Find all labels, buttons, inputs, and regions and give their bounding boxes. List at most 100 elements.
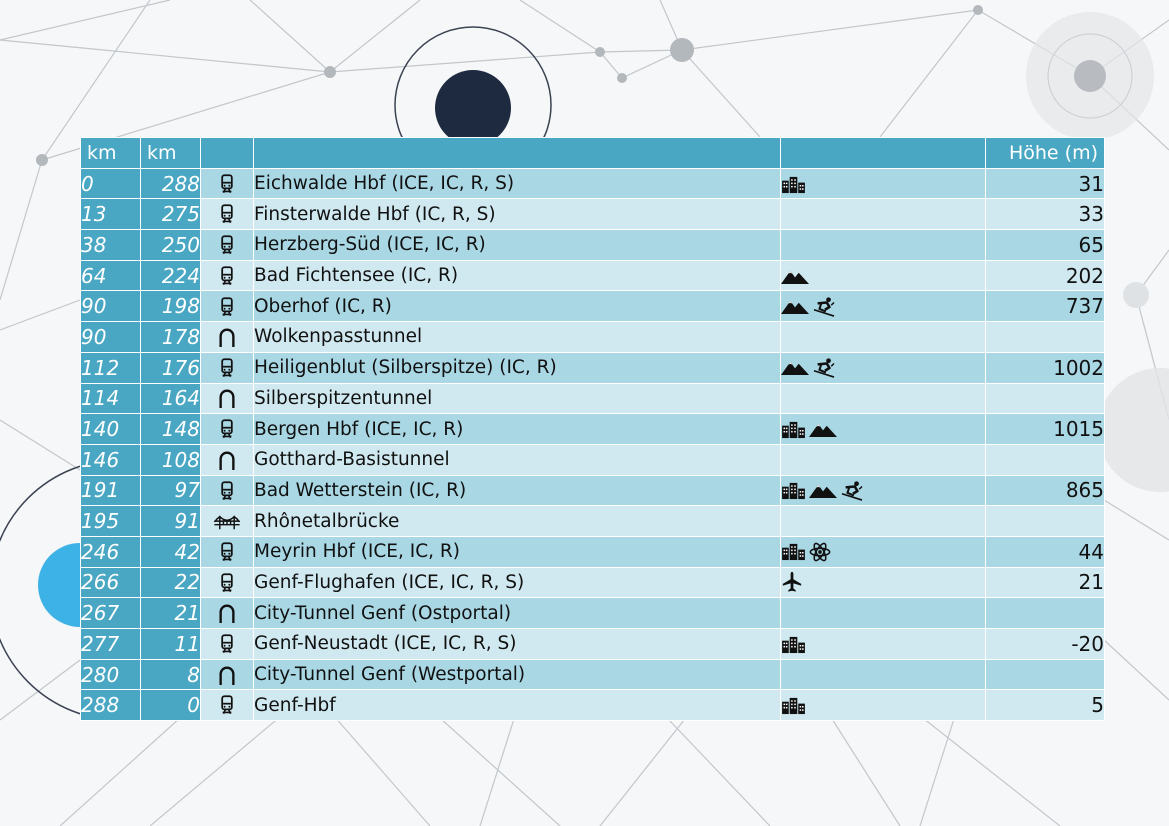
hoehe-cell: [985, 658, 1105, 691]
km-to-cell: 275: [140, 198, 201, 231]
km-from-cell: 246: [80, 535, 141, 568]
table-row: 64 224 Bad Fichtensee (IC, R) 202: [80, 259, 1105, 292]
table-row: 266 22 Genf-Flughafen (ICE, IC, R, S) 21: [80, 566, 1105, 599]
table-header-row: km km Höhe (m): [80, 137, 1105, 169]
tunnel-icon: [217, 449, 237, 470]
km-to-cell: 108: [140, 443, 201, 476]
table-row: 140 148 Bergen Hbf (ICE, IC, R) 1015: [80, 413, 1105, 445]
station-name: Genf-Hbf: [253, 689, 781, 722]
km-from-cell: 114: [80, 382, 141, 415]
header-km-to: km: [140, 137, 201, 169]
table-row: 0 288 Eichwalde Hbf (ICE, IC, R, S) 31: [80, 167, 1105, 200]
table-row: 90 178 Wolkenpasstunnel: [80, 321, 1105, 353]
type-cell: [200, 382, 254, 415]
bridge-icon: [213, 511, 241, 530]
km-from-cell: 195: [80, 505, 141, 537]
city-icon: [782, 419, 810, 439]
hoehe-cell: [985, 597, 1105, 629]
km-from-cell: 13: [80, 198, 141, 231]
tunnel-icon: [217, 603, 237, 624]
table-row: 13 275 Finsterwalde Hbf (IC, R, S) 33: [80, 198, 1105, 231]
features-cell: [780, 443, 986, 476]
station-name: Eichwalde Hbf (ICE, IC, R, S): [253, 167, 781, 200]
km-to-cell: 8: [140, 658, 201, 691]
type-cell: [200, 474, 254, 507]
type-cell: [200, 443, 254, 476]
route-table: km km Höhe (m) 0 288 Eichwalde Hbf (ICE, I…: [80, 137, 1105, 722]
type-cell: [200, 566, 254, 599]
km-to-cell: 11: [140, 628, 201, 660]
km-to-cell: 288: [140, 167, 201, 200]
skiing-icon: [840, 480, 867, 501]
km-to-cell: 250: [140, 229, 201, 261]
train-icon: [220, 204, 234, 224]
skiing-icon: [812, 357, 839, 378]
features-cell: [780, 321, 986, 353]
features-cell: [780, 198, 986, 231]
type-cell: [200, 535, 254, 568]
station-name: Bergen Hbf (ICE, IC, R): [253, 413, 781, 445]
type-cell: [200, 198, 254, 231]
station-name: Herzberg-Süd (ICE, IC, R): [253, 229, 781, 261]
hoehe-cell: 202: [985, 259, 1105, 292]
hoehe-cell: 1002: [985, 351, 1105, 384]
train-icon: [220, 480, 234, 500]
mountain-icon: [781, 296, 813, 315]
station-name: Meyrin Hbf (ICE, IC, R): [253, 535, 781, 568]
features-cell: [780, 597, 986, 629]
type-cell: [200, 321, 254, 353]
tunnel-icon: [217, 326, 237, 347]
km-from-cell: 146: [80, 443, 141, 476]
features-cell: [780, 229, 986, 261]
header-type: [200, 137, 254, 169]
km-to-cell: 21: [140, 597, 201, 629]
type-cell: [200, 167, 254, 200]
features-cell: [780, 290, 986, 323]
type-cell: [200, 229, 254, 261]
station-name: Genf-Flughafen (ICE, IC, R, S): [253, 566, 781, 599]
table-row: 195 91 Rhônetalbrücke: [80, 505, 1105, 537]
train-icon: [220, 235, 234, 255]
features-cell: [780, 382, 986, 415]
tunnel-icon: [217, 664, 237, 685]
station-name: Genf-Neustadt (ICE, IC, R, S): [253, 628, 781, 660]
table-body: 0 288 Eichwalde Hbf (ICE, IC, R, S) 31 13 275…: [80, 167, 1105, 722]
km-from-cell: 64: [80, 259, 141, 292]
hoehe-cell: [985, 505, 1105, 537]
km-to-cell: 42: [140, 535, 201, 568]
type-cell: [200, 505, 254, 537]
table-row: 146 108 Gotthard-Basistunnel: [80, 443, 1105, 476]
km-from-cell: 140: [80, 413, 141, 445]
station-name: Heiligenblut (Silberspitze) (IC, R): [253, 351, 781, 384]
km-from-cell: 0: [80, 167, 141, 200]
station-name: Bad Wetterstein (IC, R): [253, 474, 781, 507]
features-cell: [780, 535, 986, 568]
hoehe-cell: 44: [985, 535, 1105, 568]
train-icon: [220, 542, 234, 562]
mountain-icon: [781, 266, 813, 285]
hoehe-cell: 5: [985, 689, 1105, 722]
features-cell: [780, 505, 986, 537]
hoehe-cell: 1015: [985, 413, 1105, 445]
train-icon: [220, 357, 234, 377]
km-from-cell: 90: [80, 290, 141, 323]
type-cell: [200, 658, 254, 691]
km-to-cell: 22: [140, 566, 201, 599]
header-hoehe: Höhe (m): [985, 137, 1105, 169]
km-to-cell: 91: [140, 505, 201, 537]
hoehe-cell: 33: [985, 198, 1105, 231]
hoehe-cell: [985, 443, 1105, 476]
station-name: Silberspitzentunnel: [253, 382, 781, 415]
hoehe-cell: 65: [985, 229, 1105, 261]
city-icon: [782, 480, 810, 500]
type-cell: [200, 351, 254, 384]
features-cell: [780, 259, 986, 292]
table-row: 280 8 City-Tunnel Genf (Westportal): [80, 658, 1105, 691]
features-cell: [780, 167, 986, 200]
airplane-icon: [782, 572, 807, 593]
city-icon: [782, 541, 810, 561]
km-from-cell: 277: [80, 628, 141, 660]
km-to-cell: 176: [140, 351, 201, 384]
train-icon: [220, 265, 234, 285]
km-to-cell: 198: [140, 290, 201, 323]
